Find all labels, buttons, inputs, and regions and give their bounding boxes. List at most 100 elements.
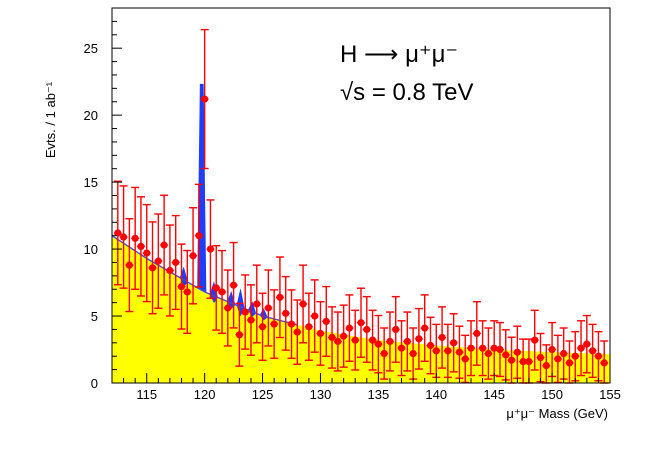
data-marker <box>125 261 133 269</box>
data-marker <box>322 317 330 325</box>
data-marker <box>374 340 382 348</box>
data-marker <box>316 329 325 338</box>
data-point <box>553 334 562 384</box>
data-marker <box>218 288 226 296</box>
data-point <box>461 334 470 384</box>
data-marker <box>201 95 209 103</box>
data-point <box>287 289 296 359</box>
background-histogram <box>112 237 610 383</box>
data-point <box>113 180 122 286</box>
annotation-energy: √s = 0.8 TeV <box>340 79 473 106</box>
data-marker <box>467 344 475 352</box>
data-point <box>160 194 169 296</box>
axes-layer: 115 120 125 130 135 140 145 150 155 0 5 10 15 20 25 <box>84 7 621 402</box>
data-point <box>507 336 516 384</box>
x-tick-label: 155 <box>599 387 621 402</box>
y-tick-label: 25 <box>84 41 98 56</box>
data-marker <box>114 229 122 237</box>
data-marker <box>554 355 562 363</box>
data-points-layer <box>113 28 609 384</box>
data-marker <box>224 304 232 312</box>
data-point <box>333 311 342 372</box>
data-point <box>449 313 458 373</box>
data-point <box>328 306 337 369</box>
data-marker <box>305 323 313 331</box>
data-point <box>200 28 209 170</box>
y-tick-label: 5 <box>91 309 98 324</box>
data-point <box>432 323 441 379</box>
y-tick-label: 20 <box>84 108 98 123</box>
data-marker <box>473 329 481 338</box>
data-point <box>142 203 151 303</box>
data-point <box>443 323 452 379</box>
x-tick-label: 120 <box>194 387 216 402</box>
data-point <box>472 301 481 366</box>
data-marker <box>432 347 440 355</box>
data-point <box>223 269 232 347</box>
data-point <box>380 327 389 380</box>
data-marker <box>258 323 267 331</box>
data-point <box>252 264 261 344</box>
data-marker <box>507 356 516 364</box>
data-point <box>189 207 198 305</box>
x-tick-label: 115 <box>136 387 157 402</box>
data-marker <box>525 357 533 366</box>
x-tick-label: 125 <box>252 387 274 402</box>
data-marker <box>172 258 180 267</box>
data-point <box>478 320 487 377</box>
data-marker <box>183 288 191 296</box>
data-marker <box>357 319 365 327</box>
data-point <box>385 311 394 372</box>
data-marker <box>137 242 145 250</box>
data-point <box>403 311 412 372</box>
data-marker <box>565 359 574 367</box>
data-marker <box>160 241 168 249</box>
data-point <box>246 284 255 356</box>
data-marker <box>328 333 336 342</box>
data-marker <box>148 264 157 272</box>
data-point <box>362 295 371 363</box>
data-point <box>212 245 221 331</box>
x-tick-label: 150 <box>541 387 563 402</box>
data-point <box>582 314 591 374</box>
data-marker <box>484 349 492 358</box>
x-tick-label: 140 <box>425 387 447 402</box>
data-point <box>357 287 365 358</box>
data-point <box>409 327 418 380</box>
data-marker <box>600 359 608 367</box>
data-marker <box>397 344 406 352</box>
data-point <box>270 289 279 359</box>
data-marker <box>282 309 290 317</box>
data-marker <box>519 357 527 366</box>
data-marker <box>340 332 348 340</box>
data-marker <box>293 328 301 336</box>
data-point <box>119 185 128 289</box>
fit-curve-layer <box>111 235 298 326</box>
data-marker <box>548 345 556 354</box>
y-tick-label: 0 <box>91 376 98 391</box>
data-marker <box>415 335 423 343</box>
data-point <box>235 302 244 367</box>
data-marker <box>206 245 215 253</box>
data-marker <box>154 257 162 265</box>
data-marker <box>438 333 446 342</box>
data-point <box>304 292 313 361</box>
data-point <box>171 214 180 311</box>
data-point <box>194 183 203 288</box>
data-marker <box>583 340 591 348</box>
data-point <box>345 294 354 362</box>
data-point <box>571 330 580 382</box>
x-tick-label: 130 <box>310 387 332 402</box>
data-marker <box>368 336 377 344</box>
data-point <box>588 323 597 379</box>
data-marker <box>195 232 203 240</box>
data-marker <box>351 336 359 344</box>
data-point <box>391 295 400 363</box>
y-tick-label: 15 <box>84 175 98 190</box>
data-point <box>258 292 267 361</box>
data-point <box>501 329 510 381</box>
data-marker <box>311 312 319 320</box>
data-marker <box>392 325 400 334</box>
signal-band <box>236 288 245 317</box>
data-point <box>218 249 227 334</box>
